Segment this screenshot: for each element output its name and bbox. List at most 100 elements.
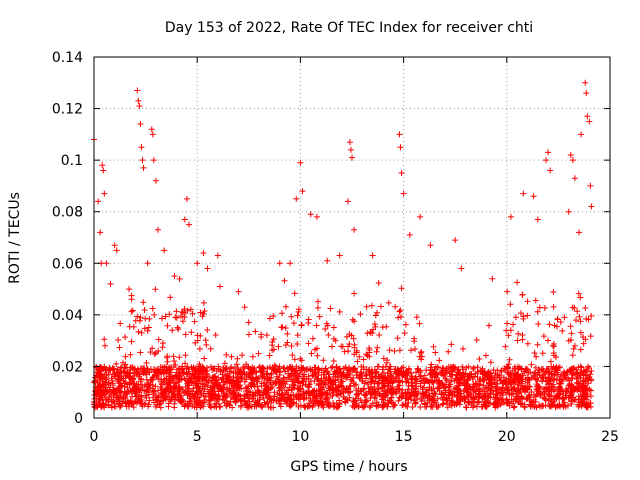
- data-point: [332, 370, 339, 377]
- data-point: [407, 393, 414, 400]
- data-point: [384, 375, 391, 382]
- data-point: [410, 397, 417, 404]
- data-point: [153, 372, 160, 379]
- data-point: [530, 193, 537, 200]
- data-point: [524, 379, 531, 386]
- data-point: [297, 402, 304, 409]
- data-point: [271, 389, 278, 396]
- data-point: [470, 399, 477, 406]
- data-point: [281, 365, 288, 372]
- data-point: [133, 388, 140, 395]
- data-point: [109, 377, 116, 384]
- data-point: [121, 380, 128, 387]
- data-point: [197, 309, 204, 316]
- data-point: [452, 375, 459, 382]
- data-point: [524, 340, 531, 347]
- data-point: [297, 159, 304, 166]
- data-point: [401, 330, 408, 337]
- data-point: [521, 404, 528, 411]
- data-point: [214, 252, 221, 259]
- data-point: [398, 285, 405, 292]
- data-point: [502, 343, 509, 350]
- data-point: [182, 352, 189, 359]
- data-point: [143, 360, 150, 367]
- data-point: [153, 397, 160, 404]
- data-point: [557, 380, 564, 387]
- data-point: [138, 329, 145, 336]
- data-point: [346, 367, 353, 374]
- data-point: [96, 393, 103, 400]
- data-point: [531, 403, 538, 410]
- data-point: [485, 399, 492, 406]
- data-point: [408, 390, 415, 397]
- data-point: [581, 382, 588, 389]
- data-point: [145, 384, 152, 391]
- data-point: [289, 352, 296, 359]
- data-point: [128, 292, 135, 299]
- data-point: [382, 363, 389, 370]
- data-point: [236, 385, 243, 392]
- data-point: [162, 313, 169, 320]
- data-point: [313, 345, 320, 352]
- data-point: [164, 385, 171, 392]
- data-point: [454, 389, 461, 396]
- data-point: [552, 365, 559, 372]
- data-point: [356, 353, 363, 360]
- data-point: [269, 342, 276, 349]
- data-point: [577, 369, 584, 376]
- data-point: [341, 373, 348, 380]
- data-point: [102, 388, 109, 395]
- data-point: [540, 394, 547, 401]
- y-tick-label: 0.02: [52, 359, 83, 375]
- data-point: [378, 393, 385, 400]
- data-point: [176, 354, 183, 361]
- data-point: [122, 334, 129, 341]
- data-point: [319, 386, 326, 393]
- data-point: [578, 364, 585, 371]
- data-point: [569, 157, 576, 164]
- data-point: [582, 386, 589, 393]
- data-point: [360, 403, 367, 410]
- data-point: [207, 394, 214, 401]
- data-point: [557, 319, 564, 326]
- data-point: [545, 149, 552, 156]
- data-point: [583, 90, 590, 97]
- data-point: [336, 397, 343, 404]
- data-point: [262, 385, 269, 392]
- data-point: [108, 375, 115, 382]
- data-point: [399, 370, 406, 377]
- data-point: [345, 366, 352, 373]
- data-point: [159, 385, 166, 392]
- data-point: [546, 321, 553, 328]
- data-point: [141, 306, 148, 313]
- data-point: [329, 393, 336, 400]
- data-point: [181, 216, 188, 223]
- data-point: [151, 311, 158, 318]
- data-point: [115, 386, 122, 393]
- y-tick-label: 0.1: [61, 153, 83, 169]
- data-point: [305, 392, 312, 399]
- data-point: [408, 382, 415, 389]
- data-point: [275, 376, 282, 383]
- data-point: [271, 362, 278, 369]
- data-point: [446, 389, 453, 396]
- data-point: [230, 369, 237, 376]
- data-point: [187, 306, 194, 313]
- data-point: [254, 383, 261, 390]
- data-point: [379, 366, 386, 373]
- data-point: [487, 359, 494, 366]
- data-point: [448, 399, 455, 406]
- data-point: [504, 320, 511, 327]
- data-point: [498, 368, 505, 375]
- data-point: [568, 397, 575, 404]
- data-point: [546, 375, 553, 382]
- data-point: [325, 331, 332, 338]
- data-point: [101, 336, 108, 343]
- data-point: [99, 162, 106, 169]
- data-point: [228, 353, 235, 360]
- data-point: [257, 367, 264, 374]
- data-point: [371, 388, 378, 395]
- data-point: [396, 347, 403, 354]
- data-point: [196, 345, 203, 352]
- data-point: [241, 378, 248, 385]
